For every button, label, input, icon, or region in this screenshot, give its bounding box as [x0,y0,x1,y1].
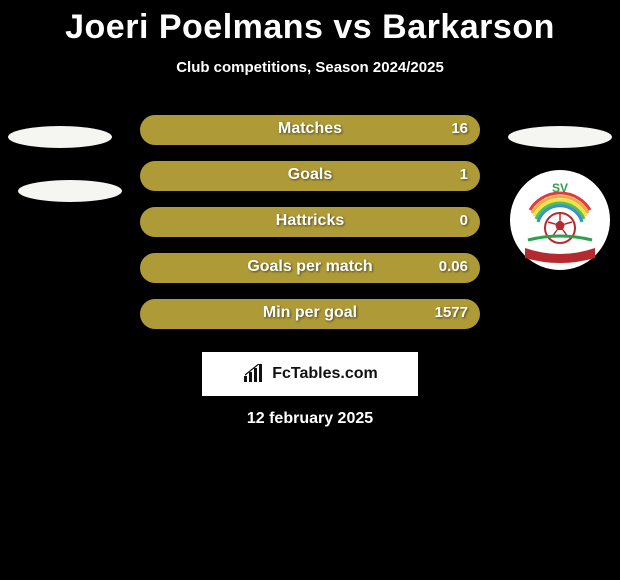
bar-chart-icon [242,364,266,384]
stat-row-min-per-goal: Min per goal 1577 [0,292,620,338]
stat-row-goals: Goals 1 [0,154,620,200]
date-line: 12 february 2025 [0,410,620,428]
stat-row-matches: Matches 16 [0,108,620,154]
stat-value-right: 0.06 [439,258,468,275]
stat-value-right: 1577 [435,304,468,321]
stat-label: Matches [278,120,342,138]
page-title: Joeri Poelmans vs Barkarson [0,0,620,47]
stat-label: Hattricks [276,212,344,230]
stat-row-hattricks: Hattricks 0 [0,200,620,246]
stat-row-goals-per-match: Goals per match 0.06 [0,246,620,292]
stats-area: Matches 16 Goals 1 Hattricks 0 Goals per… [0,108,620,338]
stat-label: Goals per match [247,258,372,276]
subtitle: Club competitions, Season 2024/2025 [0,59,620,76]
stat-value-right: 0 [460,212,468,229]
stat-value-right: 16 [451,120,468,137]
stat-label: Goals [288,166,332,184]
stat-label: Min per goal [263,304,357,322]
stat-value-right: 1 [460,166,468,183]
brand-text: FcTables.com [272,365,378,383]
branding-box[interactable]: FcTables.com [202,352,418,396]
